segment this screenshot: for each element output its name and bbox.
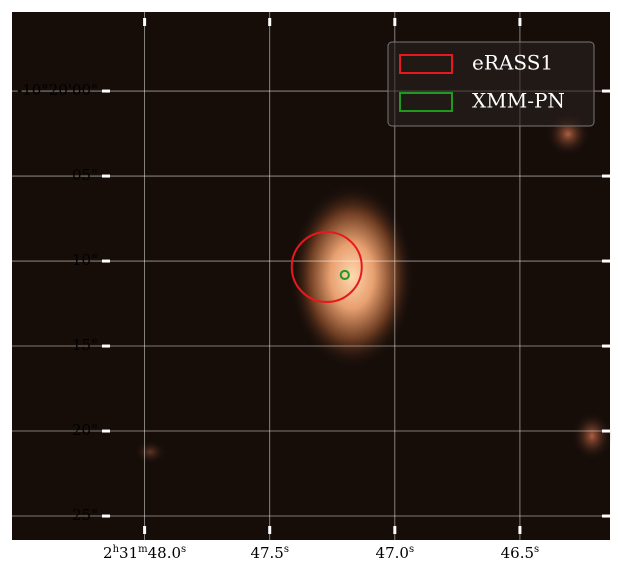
y-tick-label: -10°20'00" xyxy=(17,81,98,99)
galaxy xyxy=(290,184,414,368)
source xyxy=(572,412,612,460)
legend: eRASS1 XMM-PN xyxy=(388,42,594,126)
y-tick-label: 20" xyxy=(72,421,98,439)
x-tick-label: 47.5s xyxy=(250,544,289,563)
legend-label: eRASS1 xyxy=(472,51,553,75)
source xyxy=(134,440,166,464)
y-tick-label: 15" xyxy=(72,336,98,354)
x-tick-label: 46.5s xyxy=(501,544,540,563)
x-tick-label: 2h31m48.0s xyxy=(103,544,186,563)
figure: eRASS1 XMM-PN 2h31m48.0s 47.5s 47.0s 46.5s -1… xyxy=(0,0,621,566)
legend-label: XMM-PN xyxy=(472,89,565,113)
y-tick-label: 25" xyxy=(72,506,98,524)
y-tick-label: 05" xyxy=(72,166,98,184)
x-tick-label: 47.0s xyxy=(376,544,415,563)
y-tick-label: 10" xyxy=(72,251,98,269)
